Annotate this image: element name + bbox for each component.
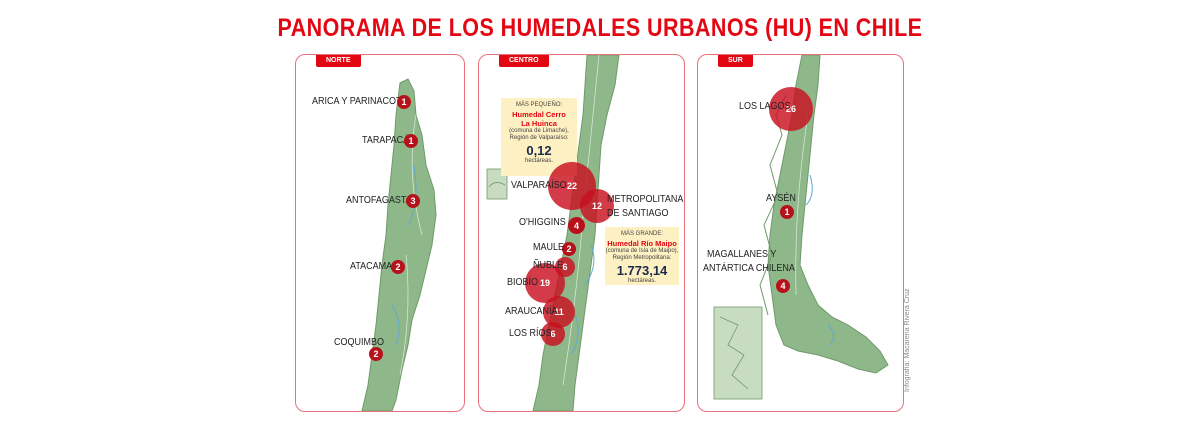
region-label-arica: ARICA Y PARINACOTA xyxy=(312,96,407,107)
count-bubble-ohiggins: 4 xyxy=(568,217,585,234)
region-label-valparaiso: VALPARAÍSO xyxy=(511,180,567,191)
credit-text: Infografía: Macarena Rivera Cruz xyxy=(904,288,911,393)
largest-detail-line1: (comuna de Isla de Maipo), xyxy=(605,247,679,254)
page-title: PANORAMA DE LOS HUMEDALES URBANOS (HU) E… xyxy=(277,14,923,42)
count-bubble-coquimbo: 2 xyxy=(369,347,383,361)
smallest-name-line2: La Huinca xyxy=(521,118,557,128)
smallest-detail-line1: (comuna de Limache), xyxy=(509,127,569,134)
smallest-detail-line2: Región de Valparaíso: xyxy=(509,135,569,141)
panel-sur: SUR 26 LOS LAGOS AYSÉN 1 MAGALLANES Y AN… xyxy=(697,54,904,412)
count-bubble-magallanes: 4 xyxy=(776,279,790,293)
panel-centro: CENTRO MÁS PEQUEÑO: Humedal Cerro La Hui… xyxy=(478,54,685,412)
region-label-magallanes-line1: MAGALLANES Y xyxy=(707,249,777,260)
panel-norte: NORTE ARICA Y PARINACOTA 1 TARAPACÁ 1 AN… xyxy=(295,54,465,412)
region-label-los-lagos: LOS LAGOS xyxy=(739,101,791,112)
region-label-tarapaca: TARAPACÁ xyxy=(362,135,410,146)
panel-tab-sur: SUR xyxy=(718,55,753,67)
largest-detail-line2: Región Metropolitana: xyxy=(612,255,672,261)
smallest-unit: hectáreas. xyxy=(524,157,554,164)
panel-tab-centro: CENTRO xyxy=(499,55,549,67)
largest-label: MÁS GRANDE: xyxy=(620,231,663,237)
count-bubble-antofagasta: 3 xyxy=(406,194,420,208)
region-label-maule: MAULE xyxy=(533,242,565,253)
region-label-atacama: ATACAMA xyxy=(350,261,393,272)
region-label-coquimbo: COQUIMBO xyxy=(334,337,385,348)
region-label-metropolitana-line2: DE SANTIAGO xyxy=(607,208,669,219)
count-bubble-los-lagos: 26 xyxy=(769,87,813,131)
region-label-los-rios: LOS RÍOS xyxy=(509,328,552,339)
region-label-metropolitana-line1: METROPOLITANA xyxy=(607,194,684,205)
smallest-label: MÁS PEQUEÑO: xyxy=(515,102,563,108)
count-bubble-arica: 1 xyxy=(397,95,411,109)
region-label-magallanes-line2: ANTÁRTICA CHILENA xyxy=(703,263,795,274)
region-label-ohiggins: O'HIGGINS xyxy=(519,217,566,228)
count-bubble-atacama: 2 xyxy=(391,260,405,274)
smallest-value: 0,12 xyxy=(526,142,552,158)
sur-map xyxy=(713,55,889,400)
largest-value: 1.773,14 xyxy=(616,262,668,278)
largest-unit: hectáreas. xyxy=(627,277,657,284)
largest-name: Humedal Río Maipo xyxy=(607,238,677,248)
count-bubble-metropolitana: 12 xyxy=(580,189,614,223)
count-bubble-maule: 2 xyxy=(562,242,576,256)
count-bubble-aysen: 1 xyxy=(780,205,794,219)
region-label-aysen: AYSÉN xyxy=(766,193,796,204)
largest-wetland-box: MÁS GRANDE: Humedal Río Maipo (comuna de… xyxy=(605,227,679,285)
count-bubble-tarapaca: 1 xyxy=(404,134,418,148)
smallest-name-line1: Humedal Cerro xyxy=(512,109,566,119)
region-label-biobio: BIOBÍO xyxy=(507,277,539,288)
region-label-antofagasta: ANTOFAGASTA xyxy=(346,195,412,206)
count-bubble-los-rios: 6 xyxy=(541,322,565,346)
region-label-nuble: ÑUBLE xyxy=(533,260,564,271)
panel-tab-norte: NORTE xyxy=(316,55,361,67)
region-label-araucania: ARAUCANÍA xyxy=(505,306,558,317)
